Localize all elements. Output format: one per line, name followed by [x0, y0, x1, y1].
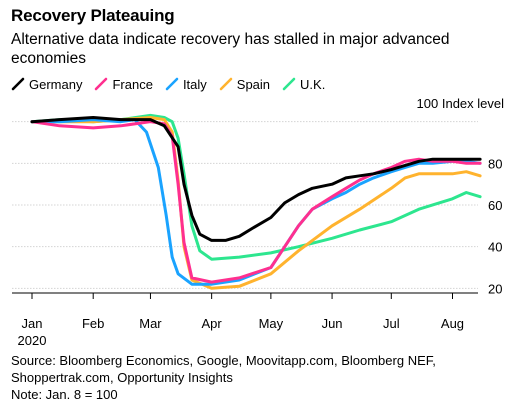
line-chart: 20 40 60 80 100 Index level Jan Feb Mar Apr May Ju… [12, 96, 505, 348]
legend-label: Spain [236, 76, 271, 92]
y-axis-label: 100 Index level [417, 96, 505, 111]
x-tick-label: May [259, 316, 284, 331]
x-tick-label: Feb [82, 316, 104, 331]
footer: Source: Bloomberg Economics, Google, Moo… [11, 352, 521, 403]
y-tick-label: 20 [488, 281, 502, 296]
legend-item: Spain [219, 77, 270, 92]
legend-swatch [282, 77, 296, 91]
series-line-germany [30, 116, 482, 242]
legend: Germany France Italy Spain U.K. [11, 75, 337, 93]
legend-label: Italy [182, 76, 207, 92]
legend-item: Italy [165, 77, 207, 92]
chart-subtitle: Alternative data indicate recovery has s… [11, 31, 450, 67]
y-tick-label: 60 [488, 198, 502, 213]
legend-label: Germany [29, 76, 83, 92]
legend-swatch [11, 77, 25, 91]
legend-item: France [94, 76, 153, 92]
x-tick-year-label: 2020 [18, 333, 47, 348]
legend-item: Germany [11, 77, 82, 92]
series-line-spain [30, 116, 482, 290]
x-tick-label: Jul [383, 316, 400, 331]
legend-label: U.K. [300, 76, 326, 92]
series-line-u-k [30, 113, 482, 261]
x-tick-label: Aug [441, 316, 464, 331]
legend-label: France [112, 76, 153, 92]
legend-item: U.K. [282, 77, 325, 92]
x-tick-label: Apr [202, 316, 223, 331]
y-tick-label: 40 [488, 240, 502, 255]
series-line-france [30, 120, 482, 284]
x-tick-label: Mar [139, 316, 162, 331]
legend-swatch [165, 77, 179, 91]
x-tick-label: Jun [322, 316, 343, 331]
chart-title: Recovery Plateauing [11, 6, 175, 25]
series-line-italy [30, 118, 482, 286]
x-tick-label: Jan [22, 316, 43, 331]
index-note: Note: Jan. 8 = 100 [11, 387, 118, 402]
legend-swatch [94, 77, 108, 91]
y-tick-label: 80 [488, 156, 502, 171]
source-note: Source: Bloomberg Economics, Google, Moo… [11, 353, 436, 385]
chart-area: 20 40 60 80 100 Index level Jan Feb Mar Apr May Ju… [0, 95, 528, 350]
legend-swatch [219, 77, 233, 91]
